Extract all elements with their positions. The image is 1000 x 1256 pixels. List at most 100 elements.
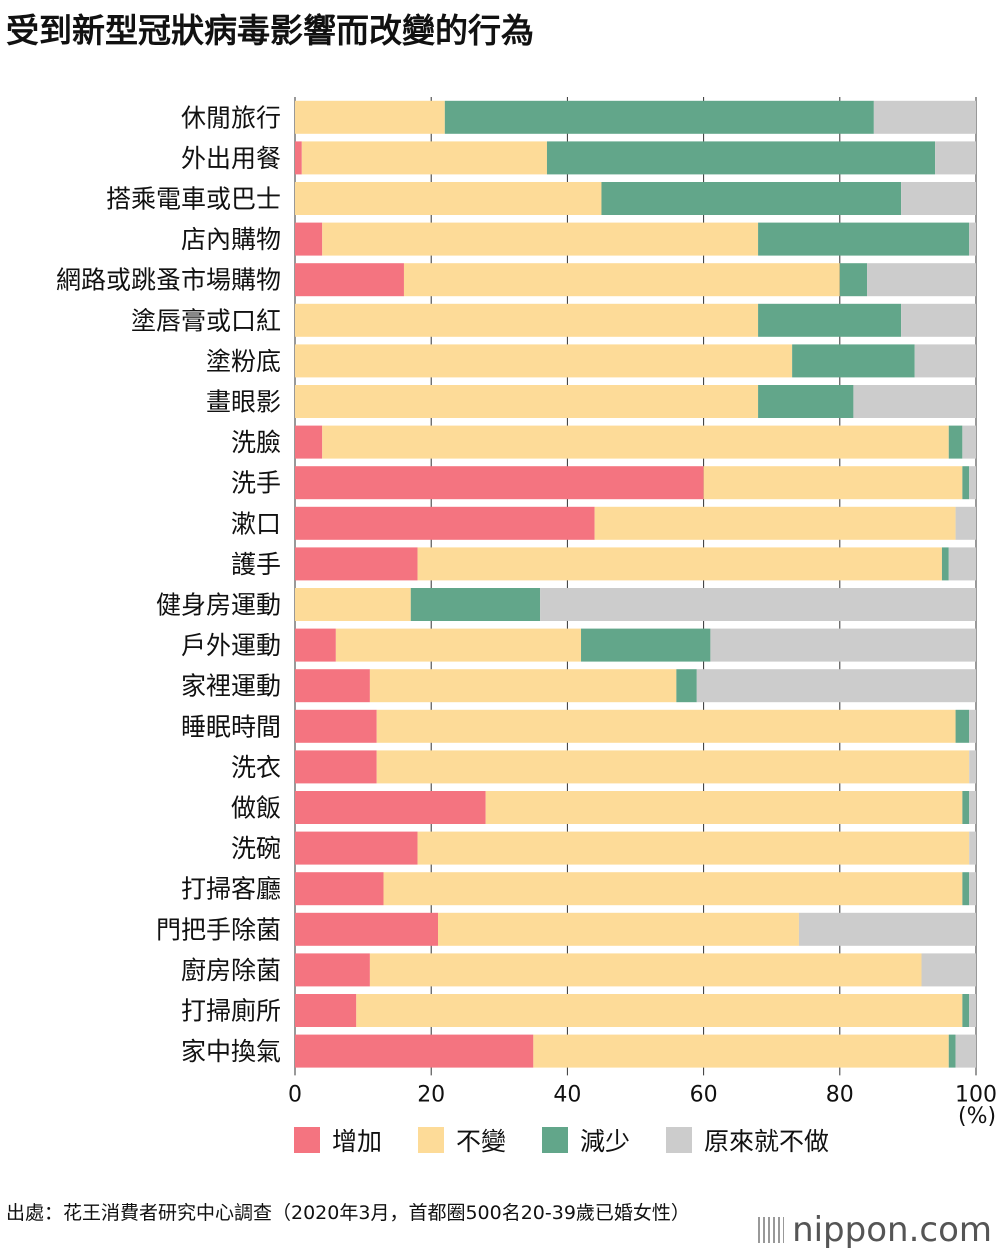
- x-tick-label: 60: [690, 1082, 718, 1107]
- category-label: 家中換氣: [181, 1037, 281, 1066]
- category-label: 戶外運動: [181, 631, 281, 660]
- bar-segment: [383, 872, 963, 906]
- category-label: 洗臉: [231, 428, 281, 457]
- bar-segment: [948, 547, 976, 581]
- bar-segment: [295, 263, 404, 297]
- bar-segment: [322, 425, 949, 459]
- category-label: 廚房除菌: [181, 956, 281, 985]
- legend-label: 原來就不做: [704, 1127, 830, 1156]
- bar-segment: [295, 425, 323, 459]
- legend-item: 減少: [542, 1122, 630, 1158]
- bar-segment: [295, 222, 323, 256]
- bar-segment: [955, 709, 970, 743]
- bar-segment: [376, 709, 956, 743]
- axis-unit-label: (%): [958, 1104, 997, 1129]
- bar-segment: [533, 1034, 949, 1068]
- bar-segment: [758, 303, 902, 337]
- legend-item: 不變: [418, 1122, 506, 1158]
- category-labels: 休閒旅行外出用餐搭乘電車或巴士店內購物網路或跳蚤市場購物塗唇膏或口紅塗粉底畫眼影…: [56, 103, 281, 1066]
- category-label: 外出用餐: [181, 144, 281, 173]
- bar-segment: [921, 953, 976, 987]
- bar-segment: [438, 912, 799, 946]
- bar-segment: [295, 385, 759, 418]
- bar-segment: [969, 750, 976, 784]
- category-label: 網路或跳蚤市場購物: [56, 266, 281, 295]
- bar-segment: [417, 547, 942, 581]
- category-label: 畫眼影: [206, 388, 281, 417]
- bar-segment: [758, 385, 854, 418]
- x-tick-label: 80: [826, 1082, 854, 1107]
- bar-segment: [758, 222, 970, 256]
- source-note: 出處：花王消費者研究中心調查（2020年3月，首都圈500名20-39歲已婚女性…: [6, 1202, 690, 1224]
- bar-segment: [955, 1034, 976, 1068]
- bar-segment: [853, 385, 976, 418]
- category-label: 打掃廁所: [181, 997, 281, 1026]
- bar-segment: [295, 1034, 534, 1068]
- bar-segment: [969, 791, 976, 824]
- bar-segment: [594, 506, 956, 540]
- bar-segment: [581, 628, 711, 662]
- bar-segment: [295, 506, 595, 540]
- bar-segment: [295, 994, 357, 1027]
- legend-label: 不變: [456, 1127, 507, 1156]
- category-label: 門把手除菌: [156, 915, 281, 944]
- bar-segment: [948, 1034, 956, 1068]
- bar-segment: [969, 466, 976, 500]
- category-label: 漱口: [231, 509, 281, 538]
- bar-segment: [955, 506, 976, 540]
- category-label: 店內購物: [181, 225, 281, 254]
- bar-segment: [295, 100, 445, 134]
- bar-segment: [295, 466, 704, 500]
- category-label: 洗碗: [231, 834, 281, 863]
- bar-segment: [969, 222, 976, 256]
- category-label: 打掃客廳: [181, 875, 281, 904]
- stacked-bar-chart: 休閒旅行外出用餐搭乘電車或巴士店內購物網路或跳蚤市場購物塗唇膏或口紅塗粉底畫眼影…: [56, 97, 997, 1107]
- bar-segment: [873, 100, 976, 134]
- bar-segment: [969, 709, 976, 743]
- bar-segment: [295, 872, 384, 906]
- bar-segment: [295, 547, 418, 581]
- bar-segment: [962, 466, 970, 500]
- bar-segment: [295, 303, 759, 337]
- bar-segment: [485, 791, 963, 824]
- bar-segment: [962, 791, 970, 824]
- bar-segment: [792, 344, 915, 378]
- category-label: 做飯: [231, 794, 281, 823]
- bar-segment: [935, 141, 976, 175]
- category-label: 家裡運動: [181, 672, 281, 701]
- bar-segment: [914, 344, 976, 378]
- bar-segment: [295, 953, 370, 987]
- legend-swatch: [666, 1127, 693, 1153]
- legend-swatch: [294, 1127, 320, 1153]
- bar-segment: [941, 547, 949, 581]
- bar-segment: [696, 669, 976, 703]
- x-tick-label: 0: [288, 1082, 302, 1107]
- bars: [295, 100, 976, 1068]
- bar-segment: [867, 263, 976, 297]
- x-tick-label: 40: [553, 1082, 581, 1107]
- bar-segment: [546, 141, 936, 175]
- bar-segment: [962, 994, 970, 1027]
- bar-segment: [410, 588, 541, 621]
- category-label: 洗衣: [231, 753, 281, 782]
- category-label: 塗粉底: [206, 347, 281, 376]
- bar-segment: [969, 872, 976, 906]
- category-label: 塗唇膏或口紅: [131, 306, 281, 335]
- bar-segment: [403, 263, 840, 297]
- legend-swatch: [542, 1127, 569, 1153]
- bar-segment: [676, 669, 697, 703]
- bar-segment: [798, 912, 976, 946]
- bar-segment: [295, 628, 336, 662]
- bar-segment: [703, 466, 963, 500]
- bar-segment: [322, 222, 759, 256]
- bar-segment: [948, 425, 963, 459]
- bar-segment: [295, 791, 486, 824]
- x-axis-ticks: 0 20 40 60 80 100: [288, 1082, 997, 1107]
- brand-logo: nippon.com: [758, 1210, 992, 1250]
- bar-segment: [901, 182, 976, 215]
- bar-segment: [369, 953, 922, 987]
- category-label: 搭乘電車或巴士: [106, 185, 281, 214]
- brand-name: nippon.com: [792, 1210, 992, 1250]
- legend: 增加 不變 減少 原來就不做: [294, 1122, 865, 1158]
- legend-item: 增加: [294, 1122, 382, 1158]
